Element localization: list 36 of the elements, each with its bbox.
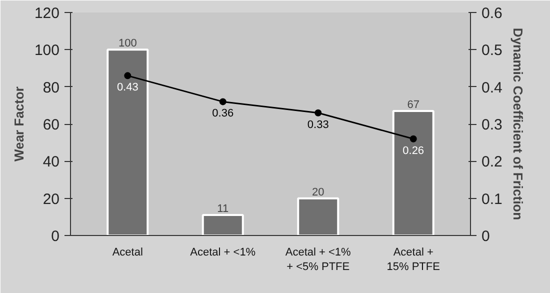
y-tick-label: 0	[51, 228, 60, 245]
y-tick-label: 100	[34, 42, 60, 60]
bar	[297, 197, 340, 236]
data-label: 100	[118, 38, 137, 50]
x-tick-label: Acetal + 15% PTFE	[386, 246, 440, 273]
point	[410, 135, 417, 142]
data-label: 11	[217, 203, 229, 216]
y2-axis-title: Dynamic Coefficient of Friction	[510, 28, 526, 220]
y-tick-label: 60	[42, 116, 60, 134]
data-label: 0.26	[402, 144, 424, 157]
y-axis-title: Wear Factor	[11, 86, 26, 162]
point	[219, 98, 226, 106]
y2-tick-label: 0.6	[482, 5, 502, 22]
y-tick-label: 20	[42, 190, 60, 208]
data-label: 20	[312, 186, 324, 198]
x-tick-label: Acetal + <1%	[190, 246, 256, 258]
y2-tick-label: 0.3	[482, 116, 502, 134]
y2-tick-label: 0.4	[482, 79, 502, 96]
bar	[392, 110, 434, 236]
y-tick-label: 80	[42, 79, 60, 96]
data-label: 0.36	[212, 108, 234, 120]
y-tick-label: 120	[34, 5, 60, 22]
point	[314, 109, 322, 116]
data-label: 0.33	[307, 118, 329, 131]
point	[124, 72, 132, 80]
bar	[202, 214, 244, 236]
data-label: 67	[407, 98, 420, 111]
data-label: 0.43	[116, 82, 138, 94]
x-tick-label: Acetal + <1% + <5% PTFE	[285, 246, 352, 273]
x-tick-label: Acetal	[112, 246, 143, 258]
y2-tick-label: 0.1	[482, 190, 502, 208]
bar	[106, 48, 149, 236]
y-tick-label: 40	[42, 154, 60, 171]
y2-tick-label: 0.2	[482, 154, 502, 171]
y2-tick-label: 0	[482, 228, 490, 245]
y2-tick-label: 0.5	[482, 42, 502, 60]
